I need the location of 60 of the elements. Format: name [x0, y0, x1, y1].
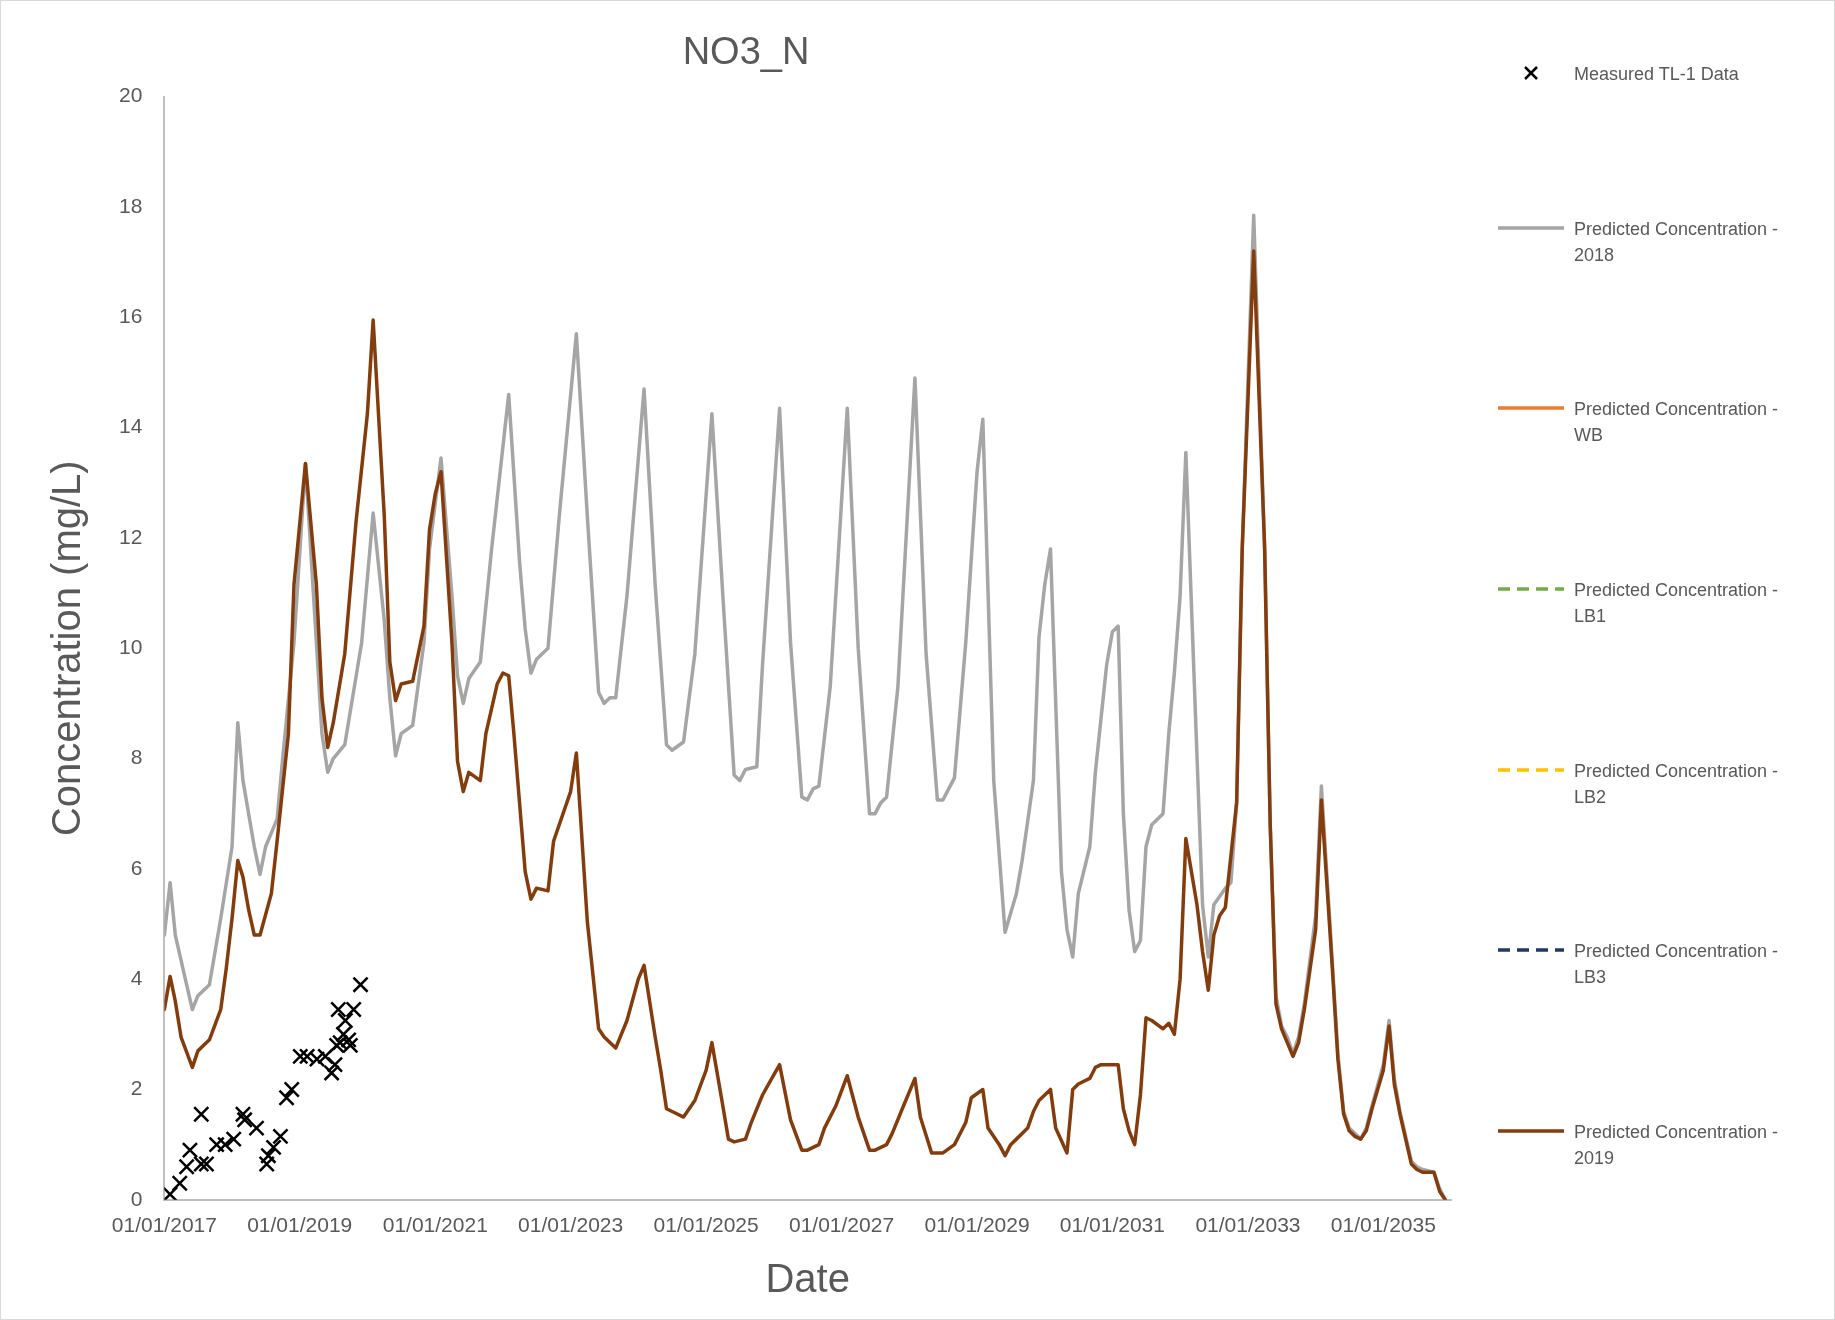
point: [192, 1105, 210, 1123]
point: [171, 1174, 189, 1192]
y-tick-label: 0: [130, 1186, 143, 1210]
point: [352, 976, 369, 993]
point: [340, 1031, 357, 1049]
x-tick-label: 01/01/2027: [788, 1213, 895, 1237]
point: [308, 1050, 326, 1068]
x-axis-title: Date: [765, 1256, 850, 1301]
point: [265, 1139, 282, 1156]
point: [258, 1155, 276, 1173]
point: [328, 1037, 345, 1054]
point: [192, 1155, 210, 1173]
legend-label: Predicted Concentration - 2019: [1574, 1120, 1780, 1170]
point: [198, 1155, 215, 1173]
x-tick-label: 01/01/2023: [518, 1213, 624, 1237]
y-tick-label: 14: [119, 414, 143, 438]
y-tick-label: 2: [130, 1076, 143, 1100]
point: [234, 1105, 252, 1123]
point: [278, 1089, 295, 1107]
point: [283, 1081, 301, 1098]
legend-label: Predicted Concentration - 2018: [1574, 217, 1780, 267]
point: [291, 1048, 309, 1065]
point: [216, 1136, 234, 1153]
point: [323, 1064, 340, 1082]
point: [236, 1111, 253, 1129]
point: [345, 1001, 362, 1018]
chart-title: NO3_N: [682, 30, 810, 73]
legend-label: Predicted Concentration - WB: [1574, 398, 1780, 448]
y-tick-label: 8: [130, 745, 143, 769]
x-tick-label: 01/01/2021: [382, 1213, 488, 1237]
point: [316, 1048, 334, 1065]
y-tick-label: 18: [119, 193, 143, 217]
point: [164, 1185, 179, 1200]
point: [272, 1128, 289, 1145]
y-tick-label: 10: [119, 635, 143, 658]
x-tick-label: 01/01/2029: [924, 1213, 1030, 1237]
x-tick-label: 01/01/2033: [1195, 1213, 1301, 1237]
y-tick-label: 6: [130, 855, 143, 879]
y-axis-title: Concentration (mg/L): [44, 460, 89, 837]
point: [342, 1037, 359, 1054]
x-tick-label: 01/01/2031: [1059, 1213, 1165, 1237]
legend-label: Predicted Concentration - LB3: [1574, 940, 1780, 990]
legend-label: Measured TL-1 Data: [1574, 63, 1740, 86]
point: [248, 1119, 265, 1137]
y-tick-label: 20: [119, 83, 143, 107]
y-tick-label: 4: [130, 965, 143, 989]
point: [208, 1136, 225, 1153]
point: [260, 1147, 277, 1164]
point: [326, 1056, 344, 1073]
y-tick-label: 12: [119, 524, 143, 548]
legend-label: Predicted Concentration - LB2: [1574, 759, 1780, 809]
y-tick-label: 16: [119, 304, 143, 328]
legend-label: Predicted Concentration - LB1: [1574, 578, 1780, 628]
point: [329, 1001, 347, 1018]
point: [225, 1130, 243, 1148]
x-tick-label: 01/01/2035: [1330, 1213, 1436, 1237]
x-tick-label: 01/01/2017: [111, 1213, 217, 1237]
point: [298, 1048, 316, 1065]
x-tick-label: 01/01/2019: [247, 1213, 353, 1237]
x-tick-label: 01/01/2025: [653, 1213, 759, 1237]
